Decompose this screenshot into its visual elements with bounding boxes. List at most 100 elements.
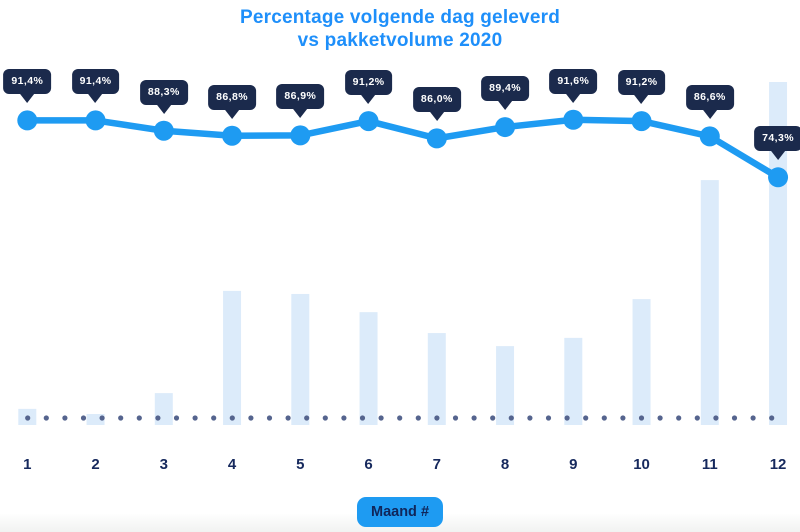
baseline-dot [266, 415, 273, 421]
baseline-dot [248, 415, 254, 421]
data-point-marker [699, 126, 720, 147]
baseline-dot [304, 415, 310, 421]
x-axis-label: 12 [769, 456, 787, 473]
bubble-tail-icon [702, 110, 717, 120]
baseline-dot [173, 415, 180, 421]
data-label-bubble: 91,2% [617, 70, 666, 105]
data-label-bubble: 89,4% [481, 76, 529, 111]
baseline-dot [769, 415, 775, 421]
baseline-dot [118, 415, 124, 421]
bubble-tail-icon [771, 151, 786, 161]
baseline-dot [155, 415, 161, 421]
baseline-dot [211, 415, 217, 421]
baseline-dot [713, 415, 719, 421]
data-label-bubble: 86,8% [208, 84, 256, 119]
data-label-bubble: 74,3% [754, 126, 800, 161]
x-axis-label: 3 [159, 456, 168, 473]
baseline-dot [471, 415, 477, 421]
baseline-dot [620, 415, 626, 421]
data-point-marker [153, 120, 174, 141]
baseline-dot [434, 415, 440, 421]
baseline-dot [229, 415, 235, 421]
bubble-tail-icon [498, 101, 513, 111]
bubble-tail-icon [225, 109, 240, 119]
data-label-bubble: 91,6% [549, 68, 598, 103]
volume-bar [496, 346, 515, 425]
baseline-dot [750, 415, 756, 421]
bubble-tail-icon [88, 94, 103, 104]
chart-title-line2: vs pakketvolume 2020 [297, 30, 503, 51]
bubble-tail-icon [293, 109, 308, 119]
data-point-marker [358, 111, 379, 132]
baseline-dot [564, 415, 570, 421]
volume-bar [86, 414, 105, 425]
baseline-dot [43, 415, 49, 421]
x-axis-label: 5 [296, 456, 305, 473]
data-label-bubble: 91,2% [344, 70, 393, 105]
data-label-bubble: 88,3% [139, 79, 188, 114]
bubble-tail-icon [634, 95, 649, 105]
baseline-dot [731, 415, 738, 421]
data-label-bubble: 86,9% [276, 84, 325, 119]
baseline-dot [378, 415, 384, 421]
x-axis-label: 1 [23, 456, 32, 473]
volume-bar [359, 312, 378, 425]
data-label-bubble: 86,0% [412, 87, 461, 122]
baseline-dot [545, 415, 552, 421]
baseline-dot [527, 415, 533, 421]
x-axis-label: 7 [432, 456, 441, 473]
volume-bar [700, 180, 719, 425]
baseline-dot [136, 415, 142, 421]
data-point-marker [222, 125, 243, 146]
x-axis-label: 8 [500, 456, 510, 473]
baseline-dot [508, 415, 514, 421]
baseline-dot [285, 415, 291, 421]
baseline-dot [397, 415, 403, 421]
chart-title: Percentage volgende dag geleverd vs pakk… [0, 6, 800, 52]
data-point-marker [17, 110, 38, 131]
bubble-tail-icon [361, 95, 376, 105]
data-label-bubble: 86,6% [685, 85, 734, 120]
x-axis-label: 4 [227, 456, 237, 473]
volume-bar [427, 333, 446, 425]
bubble-tail-icon [156, 104, 171, 114]
volume-bar [223, 290, 242, 425]
x-axis-label: 6 [364, 456, 373, 473]
baseline-dot [676, 415, 682, 421]
data-point-marker [290, 125, 311, 146]
data-point-marker [85, 110, 106, 131]
baseline-dot [694, 415, 700, 421]
bubble-tail-icon [20, 94, 35, 104]
baseline-dot [657, 415, 663, 421]
data-point-marker [631, 111, 652, 132]
baseline-dot [583, 415, 589, 421]
x-axis-label: 11 [701, 456, 718, 473]
data-point-marker [563, 109, 584, 130]
baseline-dot [452, 415, 459, 421]
baseline-dot [415, 415, 421, 421]
bubble-tail-icon [566, 93, 581, 103]
bubble-tail-icon [429, 112, 444, 122]
volume-bar [291, 293, 310, 425]
baseline-dot [80, 415, 87, 421]
data-label-bubble: 91,4% [3, 69, 52, 104]
baseline-dot [62, 415, 68, 421]
volume-bar [564, 337, 583, 425]
data-point-marker [495, 117, 516, 138]
data-point-marker [768, 167, 789, 188]
baseline-dot [638, 415, 645, 421]
percentage-line [24, 116, 782, 181]
baseline-dot [341, 415, 347, 421]
x-axis-badge: Maand # [356, 497, 444, 527]
baseline-dot [99, 415, 105, 421]
x-axis-label: 2 [91, 456, 100, 473]
baseline-dot [490, 415, 496, 421]
baseline-dot [359, 415, 366, 421]
baseline-dot [25, 415, 31, 421]
chart-title-line1: Percentage volgende dag geleverd [239, 7, 560, 28]
volume-bar [769, 82, 788, 425]
data-label-bubble: 91,4% [71, 69, 120, 104]
x-axis-label: 10 [633, 456, 650, 473]
